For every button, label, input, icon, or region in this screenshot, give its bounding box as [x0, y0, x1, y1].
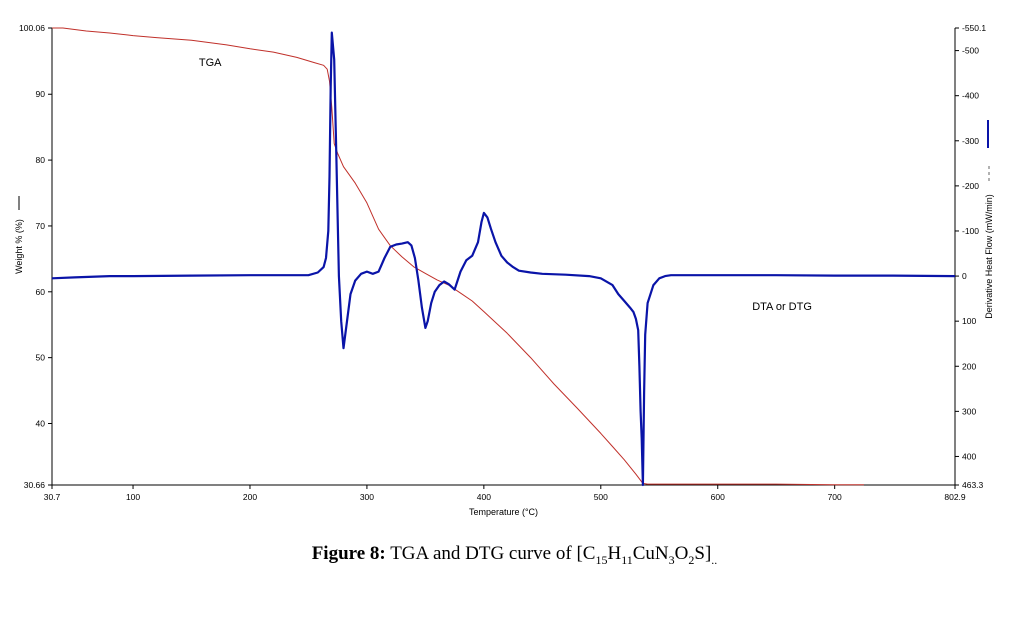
chart-axes — [51, 28, 956, 486]
left-axis-title: Weight % (%) — [14, 219, 24, 274]
x-tick-label: 30.7 — [44, 492, 61, 502]
right-tick-label: -500 — [962, 46, 979, 56]
right-tick-label: 400 — [962, 451, 976, 461]
formula-part: [C — [576, 543, 596, 564]
right-tick-label: -100 — [962, 226, 979, 236]
left-tick-label: 30.66 — [24, 480, 46, 490]
right-tick-label: 0 — [962, 271, 967, 281]
x-tick-label: 400 — [477, 492, 491, 502]
right-tick-label: -200 — [962, 181, 979, 191]
left-tick-label: 60 — [36, 287, 46, 297]
left-tick-label: 50 — [36, 353, 46, 363]
caption-text: TGA and DTG curve of — [390, 543, 572, 564]
dtg-line — [51, 31, 956, 487]
formula-subscript: 11 — [621, 552, 633, 567]
x-tick-label: 500 — [594, 492, 608, 502]
formula-subscript: .. — [711, 552, 718, 567]
left-tick-label: 70 — [36, 221, 46, 231]
x-tick-label: 100 — [126, 492, 140, 502]
right-tick-label: -300 — [962, 136, 979, 146]
left-tick-label: 100.06 — [19, 23, 45, 33]
tga-line — [52, 27, 864, 486]
caption-formula: [C15H11CuN3O2S].. — [576, 543, 718, 567]
formula-part: H — [607, 543, 622, 564]
x-tick-label: 200 — [243, 492, 257, 502]
chart-series — [51, 27, 956, 487]
left-tick-label: 40 — [36, 418, 46, 428]
figure-caption: Figure 8: TGA and DTG curve of [C15H11Cu… — [0, 543, 1029, 568]
annotation-tga: TGA — [199, 57, 222, 69]
right-tick-label: 463.3 — [962, 480, 984, 490]
formula-subscript: 3 — [668, 552, 675, 567]
formula-subscript: 2 — [688, 552, 695, 567]
annotation-dtg: DTA or DTG — [752, 301, 812, 313]
right-tick-label: 200 — [962, 361, 976, 371]
x-axis-title: Temperature (°C) — [469, 507, 538, 517]
right-axis-title: Derivative Heat Flow (mW/min) — [984, 194, 994, 319]
formula-part: CuN — [632, 543, 669, 564]
tga-dtg-chart: 30.7 100 200 300 400 500 600 700 802.9100.069080… — [14, 23, 994, 517]
left-tick-label: 80 — [36, 155, 46, 165]
right-tick-label: -400 — [962, 91, 979, 101]
right-tick-label: 100 — [962, 316, 976, 326]
x-tick-label: 300 — [360, 492, 374, 502]
right-tick-label: 300 — [962, 406, 976, 416]
formula-part: O — [674, 543, 689, 564]
x-tick-label: 802.9 — [944, 492, 966, 502]
formula-part: S] — [694, 543, 712, 564]
chart-labels: Temperature (°C) Weight % (%) Derivative H… — [14, 57, 994, 517]
right-tick-label: -550.1 — [962, 23, 986, 33]
caption-label: Figure 8: — [311, 543, 386, 564]
left-tick-label: 90 — [36, 89, 46, 99]
x-tick-label: 700 — [828, 492, 842, 502]
chart-ticks: 30.7 100 200 300 400 500 600 700 802.9100.069080… — [19, 23, 986, 502]
formula-subscript: 15 — [595, 552, 608, 567]
x-tick-label: 600 — [711, 492, 725, 502]
